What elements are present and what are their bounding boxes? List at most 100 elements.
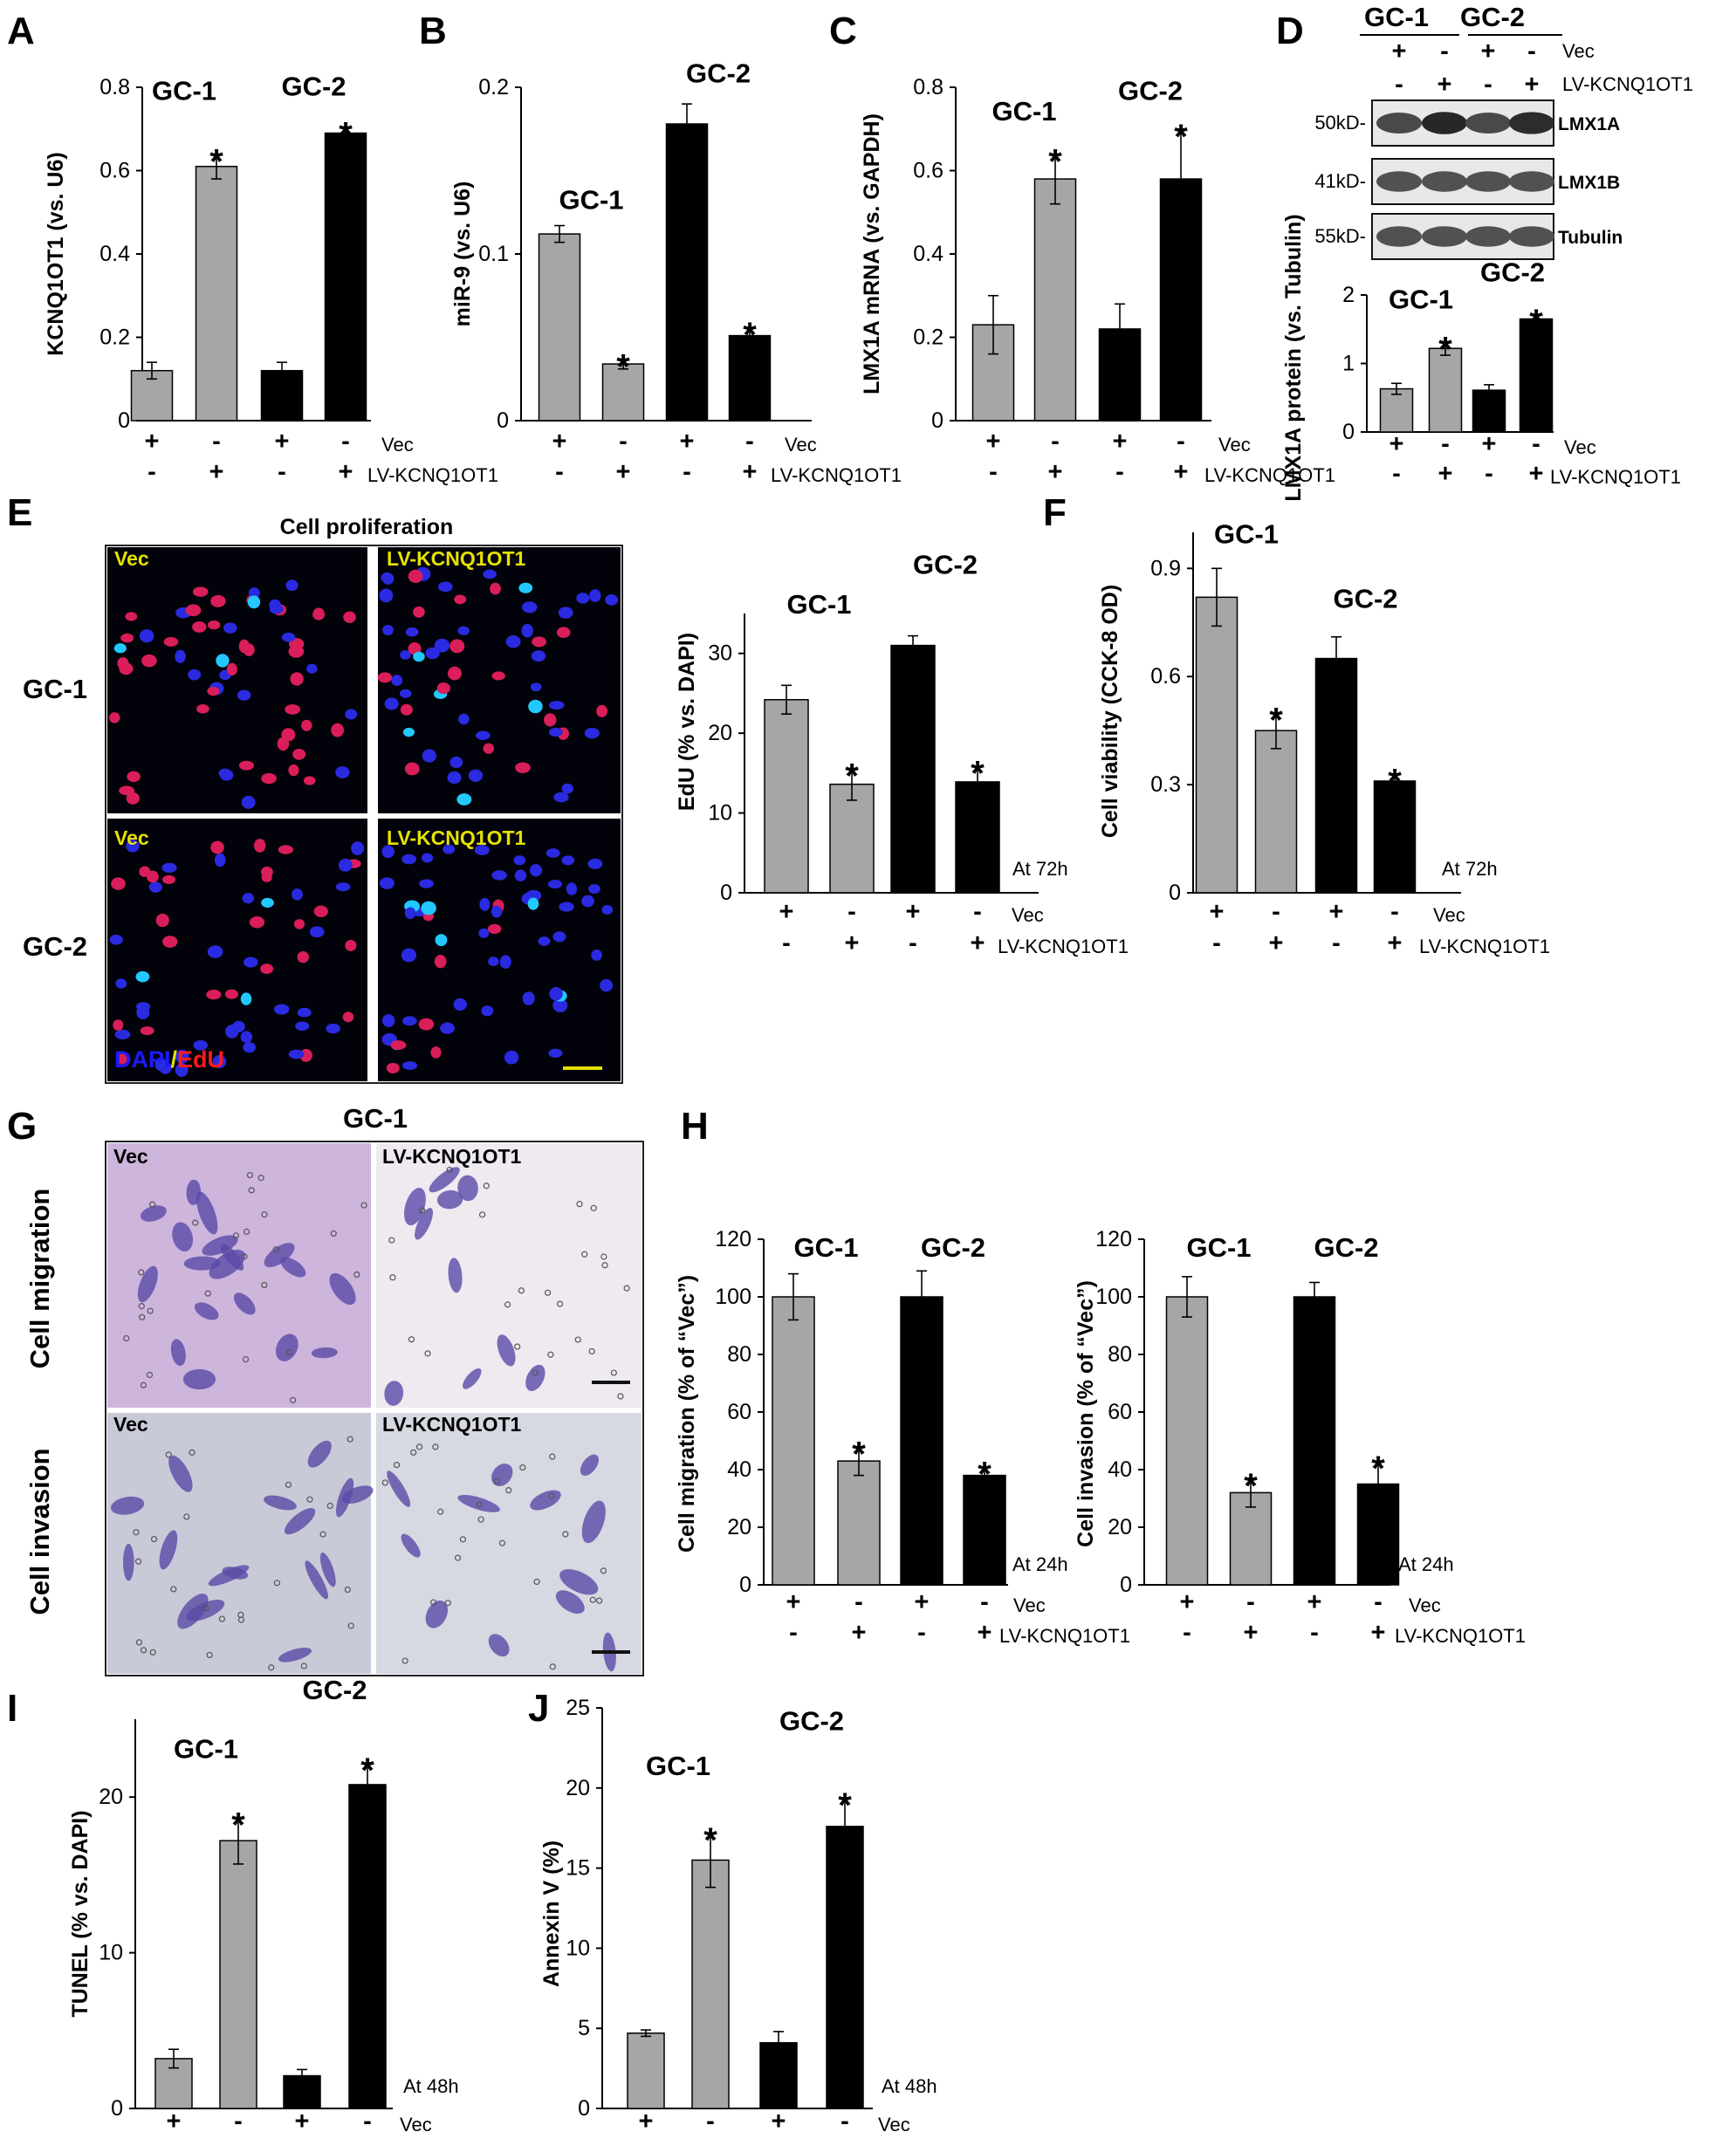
- proliferation-images: E Cell proliferation GC-1 GC-2 Vec DAPI/…: [7, 491, 623, 1084]
- cell-nucleus: [422, 749, 437, 763]
- vec-row-label: Vec: [1564, 436, 1596, 458]
- cell-nucleus: [238, 639, 250, 654]
- membrane-pore: [360, 1202, 367, 1209]
- membrane-pore: [347, 1622, 354, 1629]
- y-tick-label: 0: [1120, 1573, 1132, 1597]
- y-tick-label: 20: [99, 1785, 123, 1809]
- lv-sign: +: [1438, 460, 1453, 488]
- vec-sign: -: [706, 2108, 715, 2136]
- cell-nucleus: [581, 895, 594, 908]
- membrane-pore: [319, 1531, 326, 1538]
- blot-vec-sign: -: [1440, 38, 1449, 65]
- proliferation-tiles: [107, 547, 621, 1081]
- vec-sign: -: [1272, 898, 1280, 926]
- cell-nucleus: [238, 760, 254, 771]
- cell-nucleus: [193, 1039, 208, 1051]
- membrane-pore: [147, 1307, 154, 1314]
- blot-lv-sign: -: [1395, 71, 1403, 99]
- cell-nucleus: [247, 595, 261, 609]
- cell-nucleus: [109, 935, 123, 945]
- y-tick-label: 20: [708, 721, 732, 745]
- lv-sign: -: [909, 929, 917, 957]
- blot-lv-label: LV-KCNQ1OT1: [1562, 73, 1693, 95]
- western-blot: GC-1 GC-2 + - + - Vec - + - + LV-KCNQ1OT…: [1314, 2, 1693, 260]
- panel-letter-g: G: [7, 1105, 37, 1148]
- y-tick-label: 0: [111, 2096, 123, 2121]
- cell-nucleus: [335, 766, 350, 778]
- transwell-title: GC-1: [343, 1103, 408, 1134]
- stained-cell: [264, 1243, 295, 1268]
- y-tick-label: 0.4: [99, 242, 130, 266]
- cell-nucleus: [242, 893, 255, 904]
- cell-nucleus: [120, 633, 134, 643]
- blot-rows: 50kD- LMX1A 41kD- LMX1B 55kD- Tubulin: [1314, 99, 1623, 260]
- lv-sign: -: [278, 458, 286, 486]
- bar: [829, 783, 875, 894]
- lv-sign: +: [616, 458, 631, 486]
- blot-band: [1509, 112, 1554, 134]
- stained-cell: [403, 1187, 426, 1226]
- bar: [826, 1826, 864, 2109]
- cell-nucleus: [588, 884, 600, 895]
- cell-nucleus: [454, 594, 467, 605]
- cell-nucleus: [212, 1054, 227, 1069]
- protein-name: LMX1B: [1558, 173, 1620, 193]
- vec-sign: +: [167, 2108, 182, 2136]
- cell-nucleus: [576, 593, 590, 604]
- membrane-pore: [183, 1513, 190, 1520]
- membrane-pore: [589, 1596, 596, 1603]
- cell-nucleus: [379, 588, 394, 603]
- cell-nucleus: [115, 1052, 128, 1065]
- membrane-pore: [429, 1599, 437, 1606]
- cell-nucleus: [546, 848, 560, 858]
- stained-cell: [110, 1496, 145, 1515]
- lv-sign: -: [789, 1619, 798, 1647]
- transwell-tile: [376, 1143, 642, 1408]
- cell-nucleus: [436, 682, 450, 695]
- stained-cell: [172, 1222, 194, 1252]
- panel-letter: B: [419, 10, 447, 52]
- stained-cell: [425, 1600, 449, 1628]
- membrane-pore: [610, 1369, 617, 1376]
- blot-band: [1509, 171, 1554, 192]
- vec-sign: +: [779, 898, 794, 926]
- bar: [837, 1460, 881, 1586]
- cell-nucleus: [237, 689, 251, 701]
- cell-nucleus: [192, 586, 209, 597]
- membrane-pore: [330, 1230, 337, 1237]
- membrane-pore: [140, 1647, 148, 1654]
- lv-sign: -: [1115, 458, 1124, 486]
- membrane-pore: [389, 1274, 396, 1281]
- chart-F: F Cell viability (CCK-8 OD) 0 0.3 0.6 0.9 * * GC…: [1043, 491, 1550, 957]
- cell-nucleus: [135, 970, 150, 983]
- cell-nucleus: [335, 882, 351, 892]
- cell-nucleus: [379, 877, 395, 889]
- blot-row-lmx1b: 41kD- LMX1B: [1314, 158, 1620, 205]
- stained-cell: [307, 1440, 332, 1468]
- significance-star: *: [1388, 763, 1402, 801]
- cell-nucleus: [114, 1029, 131, 1039]
- vec-sign: -: [1441, 430, 1450, 458]
- blot-band: [1465, 113, 1511, 134]
- bar: [538, 233, 581, 422]
- membrane-pore: [300, 1663, 307, 1669]
- stain-edu: EdU: [177, 1046, 224, 1073]
- membrane-pore: [243, 1228, 250, 1235]
- cell-nucleus: [525, 889, 542, 902]
- cell-nucleus: [207, 687, 220, 696]
- vec-sign: -: [980, 1588, 989, 1616]
- cell-nucleus: [185, 604, 202, 617]
- cell-nucleus: [483, 743, 495, 754]
- bar: [963, 1474, 1006, 1586]
- y-tick-label: 60: [1108, 1400, 1132, 1424]
- stained-cell: [463, 1368, 482, 1389]
- cell-nucleus: [210, 594, 226, 607]
- cell-nucleus: [527, 897, 539, 910]
- tile-label: Vec: [113, 1145, 148, 1168]
- cell-nucleus: [161, 862, 177, 874]
- cell-nucleus: [430, 1046, 442, 1059]
- time-note: At 24h: [1398, 1553, 1454, 1575]
- membrane-pore: [596, 1597, 603, 1604]
- cell-nucleus: [566, 882, 578, 895]
